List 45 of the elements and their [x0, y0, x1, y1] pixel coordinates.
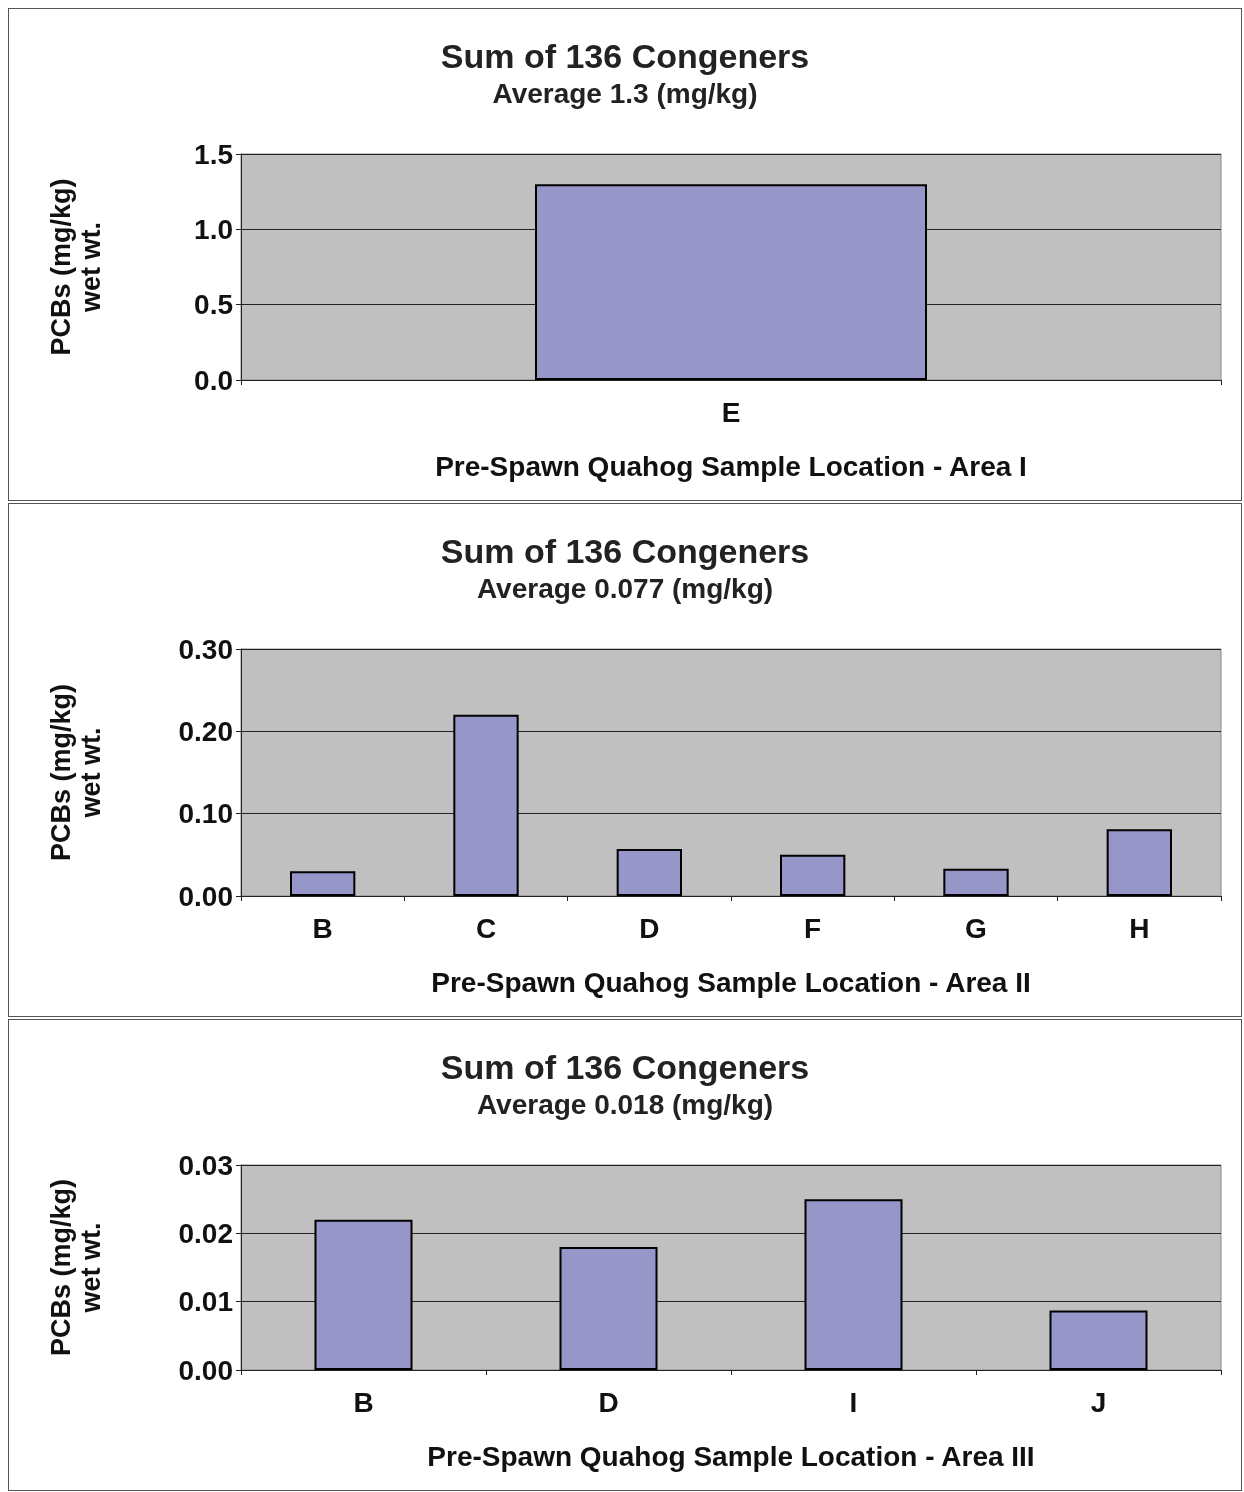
x-tick-label: F — [804, 912, 822, 944]
x-axis-title: Pre-Spawn Quahog Sample Location - Area I — [435, 450, 1027, 482]
x-axis-title: Pre-Spawn Quahog Sample Location - Area II — [431, 966, 1031, 998]
chart-subtitle: Average 0.077 (mg/kg) — [476, 572, 774, 604]
y-tick-label: 0.5 — [194, 289, 233, 321]
y-axis-title: PCBs (mg/kg) wet wt. — [46, 178, 106, 356]
bar — [453, 714, 519, 896]
bar — [290, 871, 356, 896]
x-tick-label: J — [1090, 1386, 1107, 1418]
x-tick-label: B — [312, 912, 333, 944]
y-tick-label: 0.00 — [178, 1354, 233, 1386]
bar — [804, 1199, 903, 1370]
chart-title: Sum of 136 Congeners — [440, 37, 810, 75]
y-axis-title: PCBs (mg/kg) wet wt. — [46, 683, 106, 862]
y-tick-label: 0.02 — [178, 1217, 233, 1249]
chart-subtitle: Average 1.3 (mg/kg) — [492, 77, 758, 109]
x-tick-label: I — [849, 1386, 858, 1418]
x-tick-label: H — [1129, 912, 1150, 944]
y-tick-label: 0.03 — [178, 1149, 233, 1181]
y-tick-label: 1.0 — [194, 213, 233, 245]
y-tick-label: 1.5 — [194, 138, 233, 170]
y-tick-label: 0.01 — [178, 1286, 233, 1318]
bar — [1106, 829, 1172, 896]
x-tick-label: G — [965, 912, 987, 944]
bar — [780, 854, 846, 896]
chart-title: Sum of 136 Congeners — [440, 532, 810, 570]
x-axis-title: Pre-Spawn Quahog Sample Location - Area III — [427, 1440, 1035, 1472]
x-tick-label: B — [353, 1386, 374, 1418]
y-tick-label: 0.00 — [178, 880, 233, 912]
y-axis-title: PCBs (mg/kg) wet wt. — [46, 1178, 106, 1357]
y-tick-label: 0.0 — [194, 364, 233, 396]
x-tick-label: E — [721, 396, 741, 428]
y-tick-label: 0.20 — [178, 715, 233, 747]
chart-title: Sum of 136 Congeners — [440, 1048, 810, 1086]
chart-subtitle: Average 0.018 (mg/kg) — [476, 1088, 774, 1120]
y-tick-label: 0.30 — [178, 633, 233, 665]
x-tick-label: D — [639, 912, 660, 944]
x-tick-label: C — [475, 912, 497, 944]
bar — [314, 1219, 413, 1370]
bar — [1049, 1310, 1148, 1370]
x-tick-label: D — [598, 1386, 619, 1418]
y-tick-label: 0.10 — [178, 798, 233, 830]
bar — [943, 868, 1009, 896]
bar — [616, 849, 682, 896]
bar — [559, 1247, 658, 1370]
